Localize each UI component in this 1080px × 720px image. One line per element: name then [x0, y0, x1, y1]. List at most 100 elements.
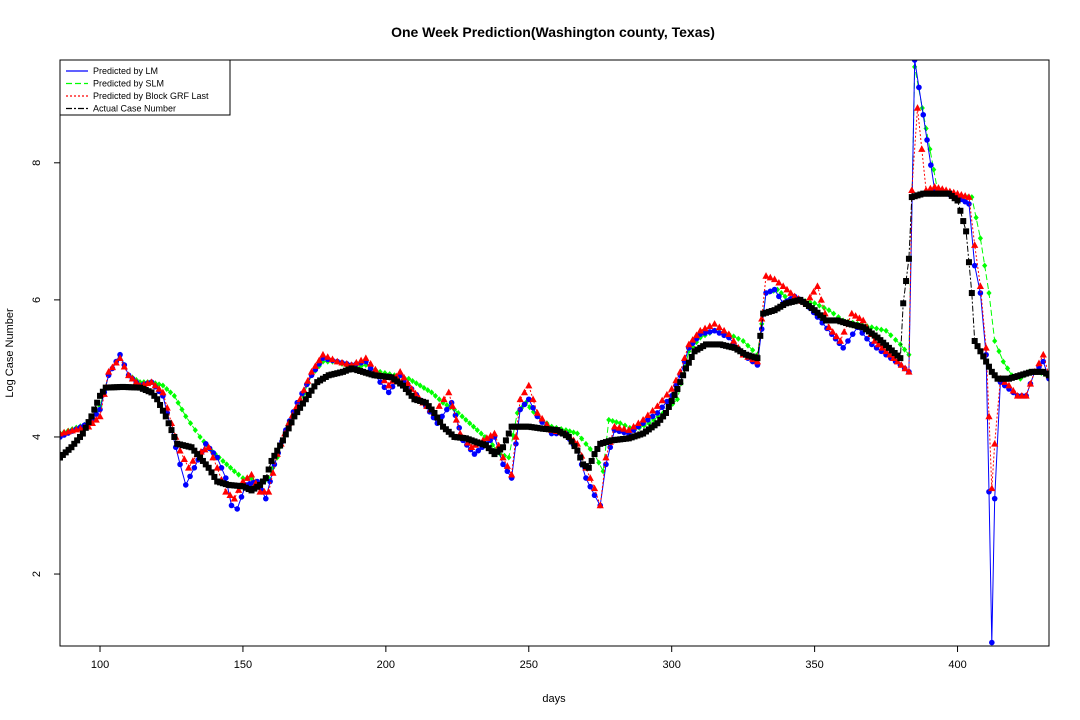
- point-predicted-by-slm: [973, 214, 979, 221]
- point-predicted-by-block-grf-last: [512, 433, 520, 440]
- y-tick-label-2: 2: [31, 571, 43, 577]
- point-predicted-by-slm: [996, 348, 1002, 355]
- point-predicted-by-block-grf-last: [452, 416, 460, 423]
- point-predicted-by-block-grf-last: [825, 323, 833, 331]
- point-predicted-by-block-grf-last: [725, 330, 733, 337]
- point-predicted-by-slm: [474, 427, 480, 434]
- point-predicted-by-block-grf-last: [602, 453, 610, 461]
- point-predicted-by-block-grf-last: [905, 368, 913, 375]
- point-predicted-by-block-grf-last: [649, 406, 657, 414]
- point-predicted-by-slm: [1000, 358, 1006, 365]
- point-predicted-by-block-grf-last: [817, 296, 825, 303]
- point-predicted-by-block-grf-last: [352, 358, 360, 366]
- point-actual-case-number: [568, 438, 575, 445]
- point-predicted-by-block-grf-last: [180, 455, 188, 463]
- point-predicted-by-block-grf-last: [304, 377, 312, 384]
- point-actual-case-number: [425, 403, 432, 410]
- point-predicted-by-lm: [182, 482, 189, 488]
- point-predicted-by-lm: [916, 84, 922, 91]
- point-predicted-by-lm: [645, 417, 651, 423]
- point-predicted-by-lm: [711, 327, 718, 334]
- point-predicted-by-block-grf-last: [685, 340, 693, 348]
- point-predicted-by-block-grf-last: [908, 186, 916, 194]
- point-actual-case-number: [85, 419, 92, 426]
- point-actual-case-number: [68, 444, 75, 451]
- point-predicted-by-slm: [583, 440, 589, 447]
- point-predicted-by-block-grf-last: [758, 314, 766, 322]
- point-predicted-by-lm: [471, 451, 478, 457]
- point-actual-case-number: [257, 481, 264, 488]
- point-actual-case-number: [671, 391, 678, 398]
- point-predicted-by-lm: [771, 286, 778, 293]
- point-predicted-by-lm: [452, 412, 459, 419]
- point-predicted-by-lm: [928, 162, 934, 168]
- point-actual-case-number: [591, 451, 598, 458]
- point-actual-case-number: [188, 444, 195, 451]
- point-predicted-by-block-grf-last: [525, 381, 533, 389]
- point-actual-case-number: [983, 358, 990, 365]
- point-predicted-by-block-grf-last: [235, 486, 243, 493]
- point-predicted-by-block-grf-last: [435, 402, 443, 409]
- axes: 100 150 200 250 300 350 400 2 4 6 8: [31, 160, 967, 671]
- point-predicted-by-lm: [911, 60, 918, 63]
- point-actual-case-number: [660, 413, 667, 420]
- point-predicted-by-lm: [659, 404, 665, 411]
- point-actual-case-number: [265, 466, 272, 473]
- point-actual-case-number: [965, 259, 972, 266]
- point-predicted-by-block-grf-last: [516, 395, 524, 403]
- point-actual-case-number: [302, 396, 309, 403]
- point-predicted-by-slm: [745, 342, 751, 349]
- point-actual-case-number: [211, 473, 218, 480]
- point-actual-case-number: [82, 424, 89, 431]
- point-predicted-by-block-grf-last: [159, 388, 167, 396]
- point-predicted-by-block-grf-last: [1039, 350, 1047, 358]
- point-predicted-by-block-grf-last: [533, 409, 541, 416]
- plot-frame: [59, 59, 1050, 647]
- point-predicted-by-slm: [812, 300, 818, 307]
- point-actual-case-number: [305, 391, 312, 398]
- point-predicted-by-block-grf-last: [590, 484, 599, 492]
- point-predicted-by-slm: [606, 416, 612, 423]
- point-predicted-by-lm: [966, 201, 972, 207]
- point-predicted-by-block-grf-last: [663, 390, 671, 398]
- point-predicted-by-slm: [227, 464, 234, 471]
- point-actual-case-number: [974, 343, 981, 350]
- point-predicted-by-block-grf-last: [104, 368, 113, 375]
- point-actual-case-number: [500, 444, 507, 451]
- point-predicted-by-lm: [525, 396, 532, 403]
- point-predicted-by-block-grf-last: [543, 420, 551, 428]
- point-actual-case-number: [157, 401, 164, 408]
- point-actual-case-number: [402, 385, 409, 392]
- point-actual-case-number: [677, 379, 684, 386]
- point-actual-case-number: [905, 255, 912, 262]
- point-actual-case-number: [963, 228, 970, 235]
- point-predicted-by-slm: [160, 382, 166, 389]
- point-actual-case-number: [422, 399, 429, 406]
- point-predicted-by-block-grf-last: [319, 350, 327, 358]
- point-predicted-by-block-grf-last: [848, 309, 856, 317]
- x-tick-label-100: 100: [91, 659, 109, 671]
- point-actual-case-number: [279, 437, 286, 444]
- point-actual-case-number: [680, 372, 687, 379]
- point-predicted-by-block-grf-last: [243, 474, 251, 481]
- point-actual-case-number: [1046, 372, 1049, 379]
- point-predicted-by-lm: [845, 338, 851, 344]
- point-actual-case-number: [900, 300, 907, 307]
- point-actual-case-number: [299, 400, 306, 407]
- point-actual-case-number: [897, 355, 904, 362]
- point-predicted-by-block-grf-last: [125, 371, 133, 379]
- point-predicted-by-block-grf-last: [508, 470, 516, 478]
- point-predicted-by-block-grf-last: [988, 484, 996, 492]
- point-predicted-by-block-grf-last: [239, 477, 247, 485]
- point-predicted-by-slm: [893, 336, 899, 343]
- point-predicted-by-lm: [971, 262, 978, 269]
- point-predicted-by-lm: [177, 461, 183, 468]
- point-predicted-by-slm: [358, 363, 364, 370]
- point-predicted-by-slm: [982, 262, 988, 269]
- point-predicted-by-block-grf-last: [311, 362, 319, 369]
- point-actual-case-number: [285, 425, 292, 432]
- point-predicted-by-block-grf-last: [209, 453, 217, 461]
- point-predicted-by-block-grf-last: [715, 323, 723, 331]
- point-predicted-by-lm: [1040, 358, 1047, 365]
- point-predicted-by-block-grf-last: [706, 322, 714, 329]
